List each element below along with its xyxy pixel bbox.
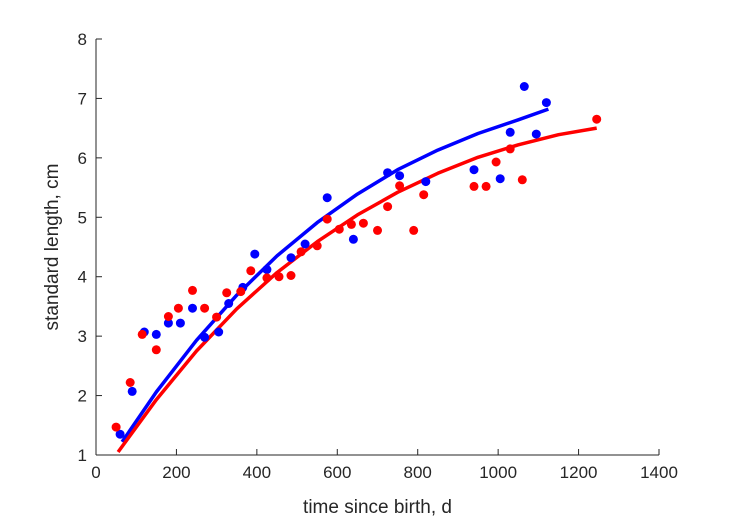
data-point-series-2 (151, 345, 161, 355)
x-tick-label: 600 (323, 463, 351, 482)
data-point-series-2 (334, 224, 344, 234)
data-point-series-2 (505, 144, 515, 154)
data-point-series-2 (125, 378, 135, 387)
data-point-series-1 (115, 429, 125, 439)
x-axis-label: time since birth, d (303, 497, 452, 518)
data-point-series-1 (175, 318, 185, 328)
data-point-series-1 (495, 174, 505, 184)
data-point-series-2 (137, 329, 147, 339)
ticks: 0 200 400 600 800 1000 1200 1400 1 2 3 4 5 6 7 8 (78, 30, 678, 482)
data-point-series-2 (173, 303, 183, 313)
data-point-series-2 (517, 175, 527, 185)
data-point-series-1 (395, 171, 405, 181)
data-point-series-2 (312, 241, 322, 251)
data-point-series-1 (469, 165, 479, 175)
data-point-series-1 (286, 253, 296, 263)
data-point-series-1 (421, 177, 431, 187)
x-tick-label: 800 (404, 463, 432, 482)
data-point-series-1 (541, 98, 551, 108)
data-point-series-1 (151, 329, 161, 339)
data-point-series-2 (200, 303, 210, 313)
y-tick-label: 4 (78, 268, 87, 287)
data-point-series-2 (383, 202, 393, 212)
data-point-series-2 (274, 272, 284, 282)
data-point-series-2 (419, 190, 429, 200)
data-point-series-2 (222, 288, 232, 298)
fit-curves (116, 107, 597, 454)
y-tick-label: 3 (78, 327, 87, 346)
data-point-series-2 (469, 181, 479, 191)
fit-curve-series-2 (116, 126, 597, 454)
data-point-series-2 (491, 157, 501, 167)
x-tick-label: 200 (162, 463, 190, 482)
data-point-series-2 (346, 219, 356, 229)
data-point-series-2 (163, 312, 173, 321)
y-tick-label: 6 (78, 149, 87, 168)
data-point-series-2 (358, 218, 368, 228)
data-point-series-2 (188, 285, 197, 295)
data-point-series-1 (250, 249, 260, 259)
y-tick-label: 1 (78, 446, 87, 465)
axes (95, 39, 659, 456)
data-point-series-1 (200, 332, 210, 342)
data-point-series-1 (519, 82, 529, 91)
x-tick-label: 1200 (560, 463, 598, 482)
y-tick-label: 2 (78, 387, 87, 406)
data-point-series-2 (212, 312, 222, 322)
data-point-series-1 (322, 193, 332, 203)
data-point-series-1 (262, 265, 272, 275)
x-tick-label: 400 (243, 463, 271, 482)
data-point-series-1 (224, 299, 234, 308)
data-point-series-1 (127, 386, 137, 396)
data-point-series-1 (505, 127, 515, 137)
data-point-series-1 (163, 318, 173, 328)
data-point-series-1 (300, 239, 310, 249)
data-point-series-2 (296, 247, 306, 257)
data-point-series-2 (262, 273, 272, 283)
data-point-series-1 (531, 129, 541, 139)
data-point-series-2 (286, 271, 296, 280)
data-point-series-2 (236, 287, 246, 297)
data-point-series-2 (409, 225, 419, 235)
data-point-series-2 (373, 225, 382, 235)
data-point-series-2 (481, 181, 491, 191)
data-point-series-2 (111, 422, 121, 432)
data-point-series-1 (188, 303, 197, 313)
y-tick-label: 7 (78, 89, 87, 108)
y-tick-label: 5 (78, 208, 87, 227)
data-point-series-1 (383, 168, 393, 178)
data-points (111, 82, 602, 439)
y-tick-label: 8 (78, 30, 87, 49)
data-point-series-1 (214, 327, 224, 337)
y-axis-label: standard length, cm (42, 164, 63, 331)
x-tick-label: 1000 (479, 463, 517, 482)
data-point-series-2 (322, 214, 332, 224)
x-tick-label: 0 (91, 463, 100, 482)
fit-curve-series-1 (120, 107, 549, 443)
x-tick-label: 1400 (640, 463, 678, 482)
data-point-series-1 (348, 234, 358, 244)
data-point-series-2 (592, 114, 602, 124)
data-point-series-2 (395, 181, 405, 191)
data-point-series-2 (246, 266, 256, 276)
